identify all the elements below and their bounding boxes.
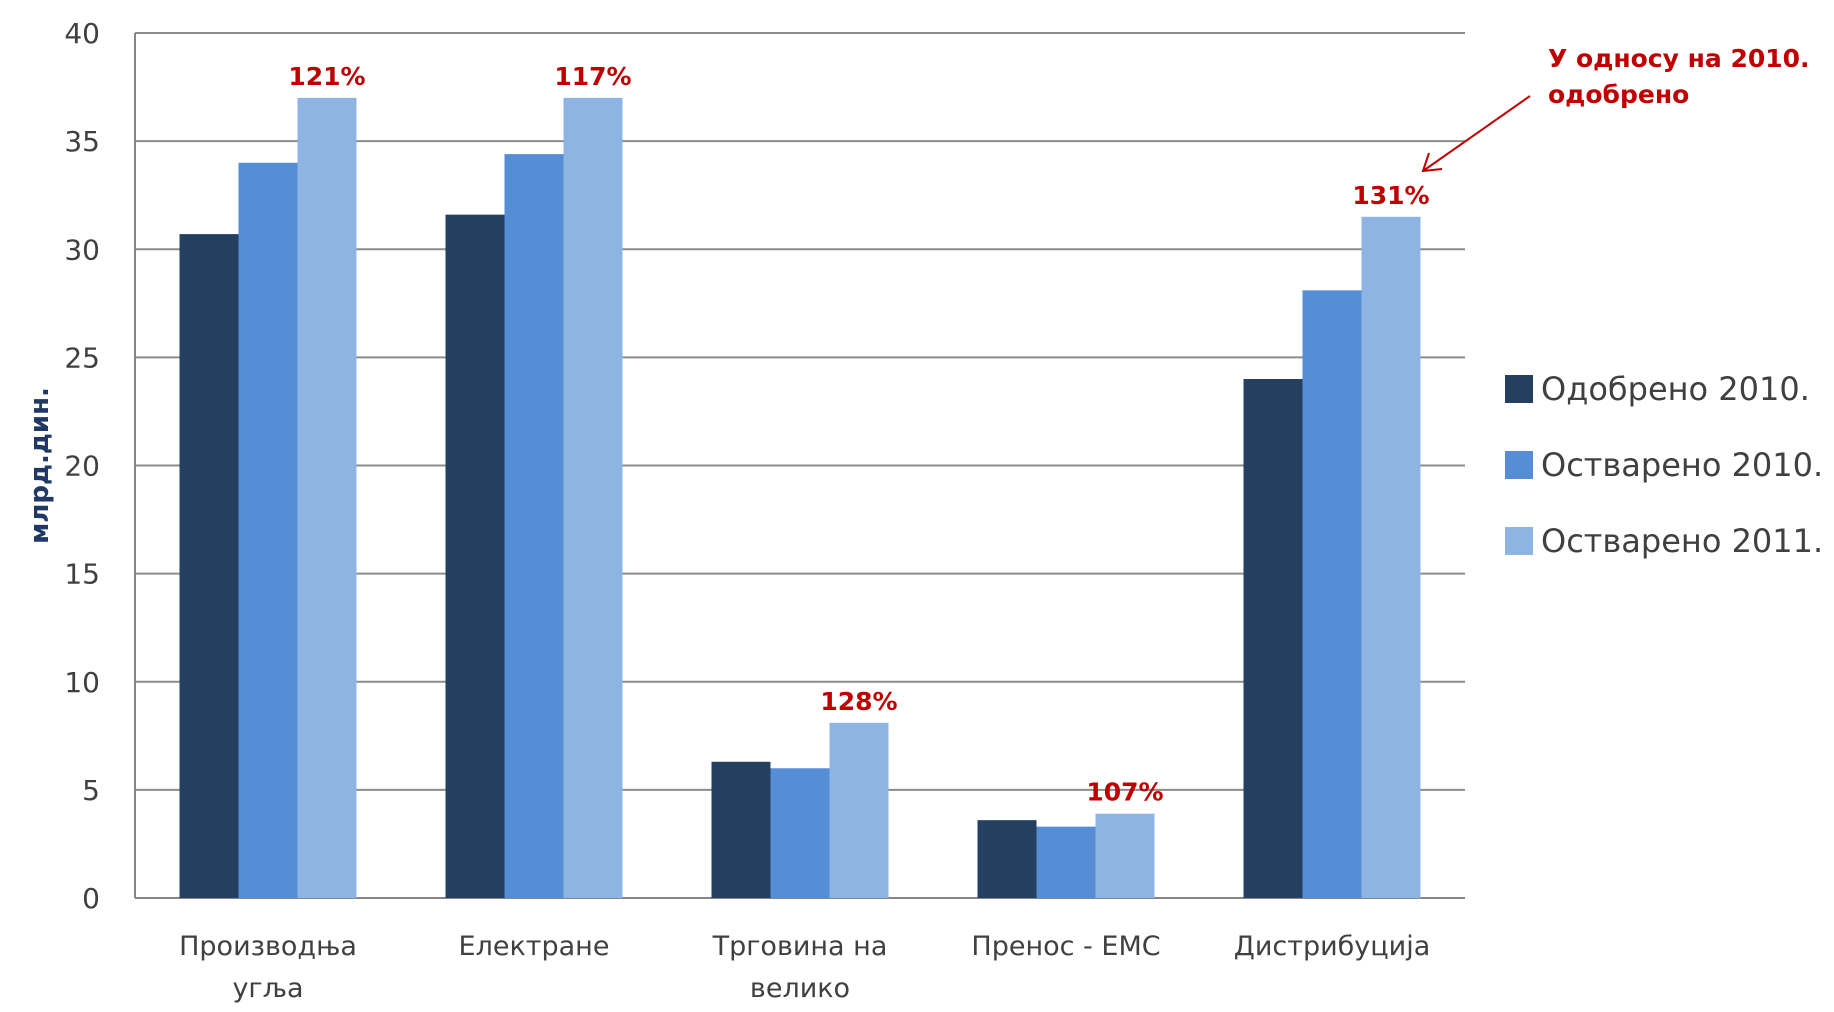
bar-3-3 bbox=[829, 722, 889, 898]
bar-1-2 bbox=[445, 214, 505, 898]
y-tick-label: 20 bbox=[64, 450, 100, 483]
x-tick-label: Дистрибуција bbox=[1234, 931, 1431, 962]
y-tick-label: 15 bbox=[64, 558, 100, 591]
bar-2-4 bbox=[1036, 826, 1096, 898]
annotation-text: одобрено bbox=[1548, 80, 1689, 109]
legend-label: Остварено 2010. bbox=[1541, 446, 1823, 484]
x-tick-label: Производња bbox=[179, 931, 357, 962]
y-tick-label: 35 bbox=[64, 125, 100, 158]
bar-1-1 bbox=[179, 234, 239, 899]
y-tick-label: 40 bbox=[64, 17, 100, 50]
bar-1-5 bbox=[1243, 379, 1303, 898]
x-tick-label: Трговина на bbox=[712, 931, 888, 962]
x-tick-label: угља bbox=[232, 973, 303, 1004]
x-tick-label: Пренос - ЕМС bbox=[971, 931, 1160, 962]
legend-swatch-3 bbox=[1505, 527, 1533, 555]
y-axis-title: млрд.дин. bbox=[25, 387, 55, 544]
x-tick-label: велико bbox=[750, 973, 850, 1004]
bar-2-3 bbox=[770, 768, 830, 898]
annotation-text: У односу на 2010. bbox=[1548, 44, 1810, 73]
y-tick-label: 25 bbox=[64, 341, 100, 374]
bar-3-2 bbox=[563, 97, 623, 898]
legend-swatch-2 bbox=[1505, 451, 1533, 479]
bar-2-1 bbox=[238, 162, 298, 898]
bar-3-5 bbox=[1361, 216, 1421, 898]
data-label: 131% bbox=[1352, 181, 1429, 210]
bar-3-4 bbox=[1095, 813, 1155, 898]
bar-2-2 bbox=[504, 154, 564, 899]
data-label: 121% bbox=[288, 62, 365, 91]
data-label: 107% bbox=[1086, 778, 1163, 807]
y-tick-label: 0 bbox=[82, 882, 100, 915]
bar-2-5 bbox=[1302, 290, 1362, 898]
bar-3-1 bbox=[297, 97, 357, 898]
legend-label: Одобрено 2010. bbox=[1541, 370, 1810, 408]
x-tick-label: Електране bbox=[459, 931, 610, 962]
bar-1-3 bbox=[711, 761, 771, 898]
y-tick-label: 30 bbox=[64, 233, 100, 266]
annotation-arrow-head bbox=[1421, 152, 1443, 173]
y-tick-label: 10 bbox=[64, 666, 100, 699]
legend-swatch-1 bbox=[1505, 375, 1533, 403]
data-label: 117% bbox=[554, 62, 631, 91]
legend-label: Остварено 2011. bbox=[1541, 522, 1823, 560]
data-label: 128% bbox=[820, 687, 897, 716]
y-tick-label: 5 bbox=[82, 774, 100, 807]
annotation-arrow-line bbox=[1422, 95, 1531, 172]
bar-1-4 bbox=[977, 820, 1037, 898]
